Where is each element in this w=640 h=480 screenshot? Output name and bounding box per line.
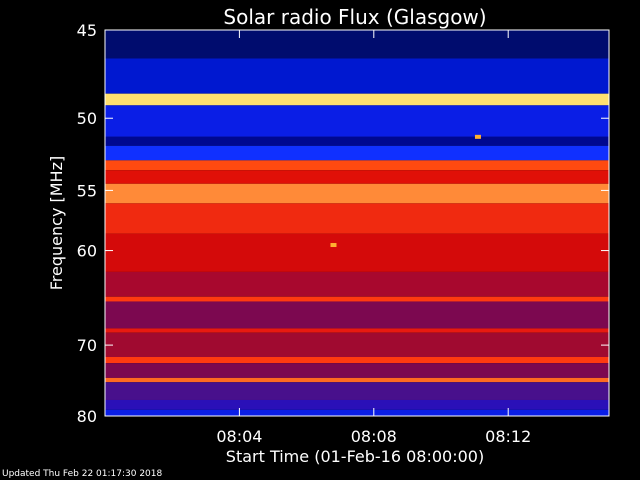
frequency-band-2 (105, 93, 609, 106)
x-tick-label-12: 08:12 (485, 427, 531, 446)
frequency-band-6 (105, 160, 609, 171)
frequency-band-3 (105, 105, 609, 137)
frequency-band-17 (105, 363, 609, 378)
hot-spot-0 (330, 243, 337, 248)
y-axis-label: Frequency [MHz] (47, 156, 66, 290)
frequency-band-0 (105, 30, 609, 59)
frequency-band-19 (105, 382, 609, 400)
frequency-band-7 (105, 170, 609, 184)
y-tick-label-55: 55 (77, 181, 97, 200)
frequency-band-20 (105, 399, 609, 410)
frequency-band-18 (105, 377, 609, 383)
y-tick-label-50: 50 (77, 109, 97, 128)
x-tick-label-4: 08:04 (216, 427, 262, 446)
frequency-band-9 (105, 203, 609, 234)
axes: 45 50 55 60 70 80 08:04 08:08 08:12 (77, 21, 610, 446)
frequency-band-4 (105, 136, 609, 146)
y-tick-label-60: 60 (77, 242, 97, 261)
y-tick-label-45: 45 (77, 21, 97, 40)
frequency-band-8 (105, 183, 609, 204)
frequency-band-10 (105, 233, 609, 272)
y-tick-label-70: 70 (77, 336, 97, 355)
y-tick-label-80: 80 (77, 407, 97, 426)
plot-frame (104, 29, 610, 417)
plot-area (105, 30, 609, 416)
frequency-band-11 (105, 271, 609, 297)
frequency-band-14 (105, 328, 609, 333)
frequency-band-13 (105, 301, 609, 329)
frequency-band-1 (105, 58, 609, 94)
hot-spot-1 (474, 134, 481, 139)
x-axis-label: Start Time (01-Feb-16 08:00:00) (226, 447, 484, 466)
chart-title: Solar radio Flux (Glasgow) (223, 5, 486, 29)
frequency-band-16 (105, 357, 609, 364)
frequency-band-5 (105, 145, 609, 161)
frequency-band-21 (105, 409, 609, 416)
frequency-band-15 (105, 332, 609, 358)
frequency-band-12 (105, 296, 609, 302)
updated-timestamp: Updated Thu Feb 22 01:17:30 2018 (2, 469, 163, 479)
x-tick-label-8: 08:08 (351, 427, 397, 446)
